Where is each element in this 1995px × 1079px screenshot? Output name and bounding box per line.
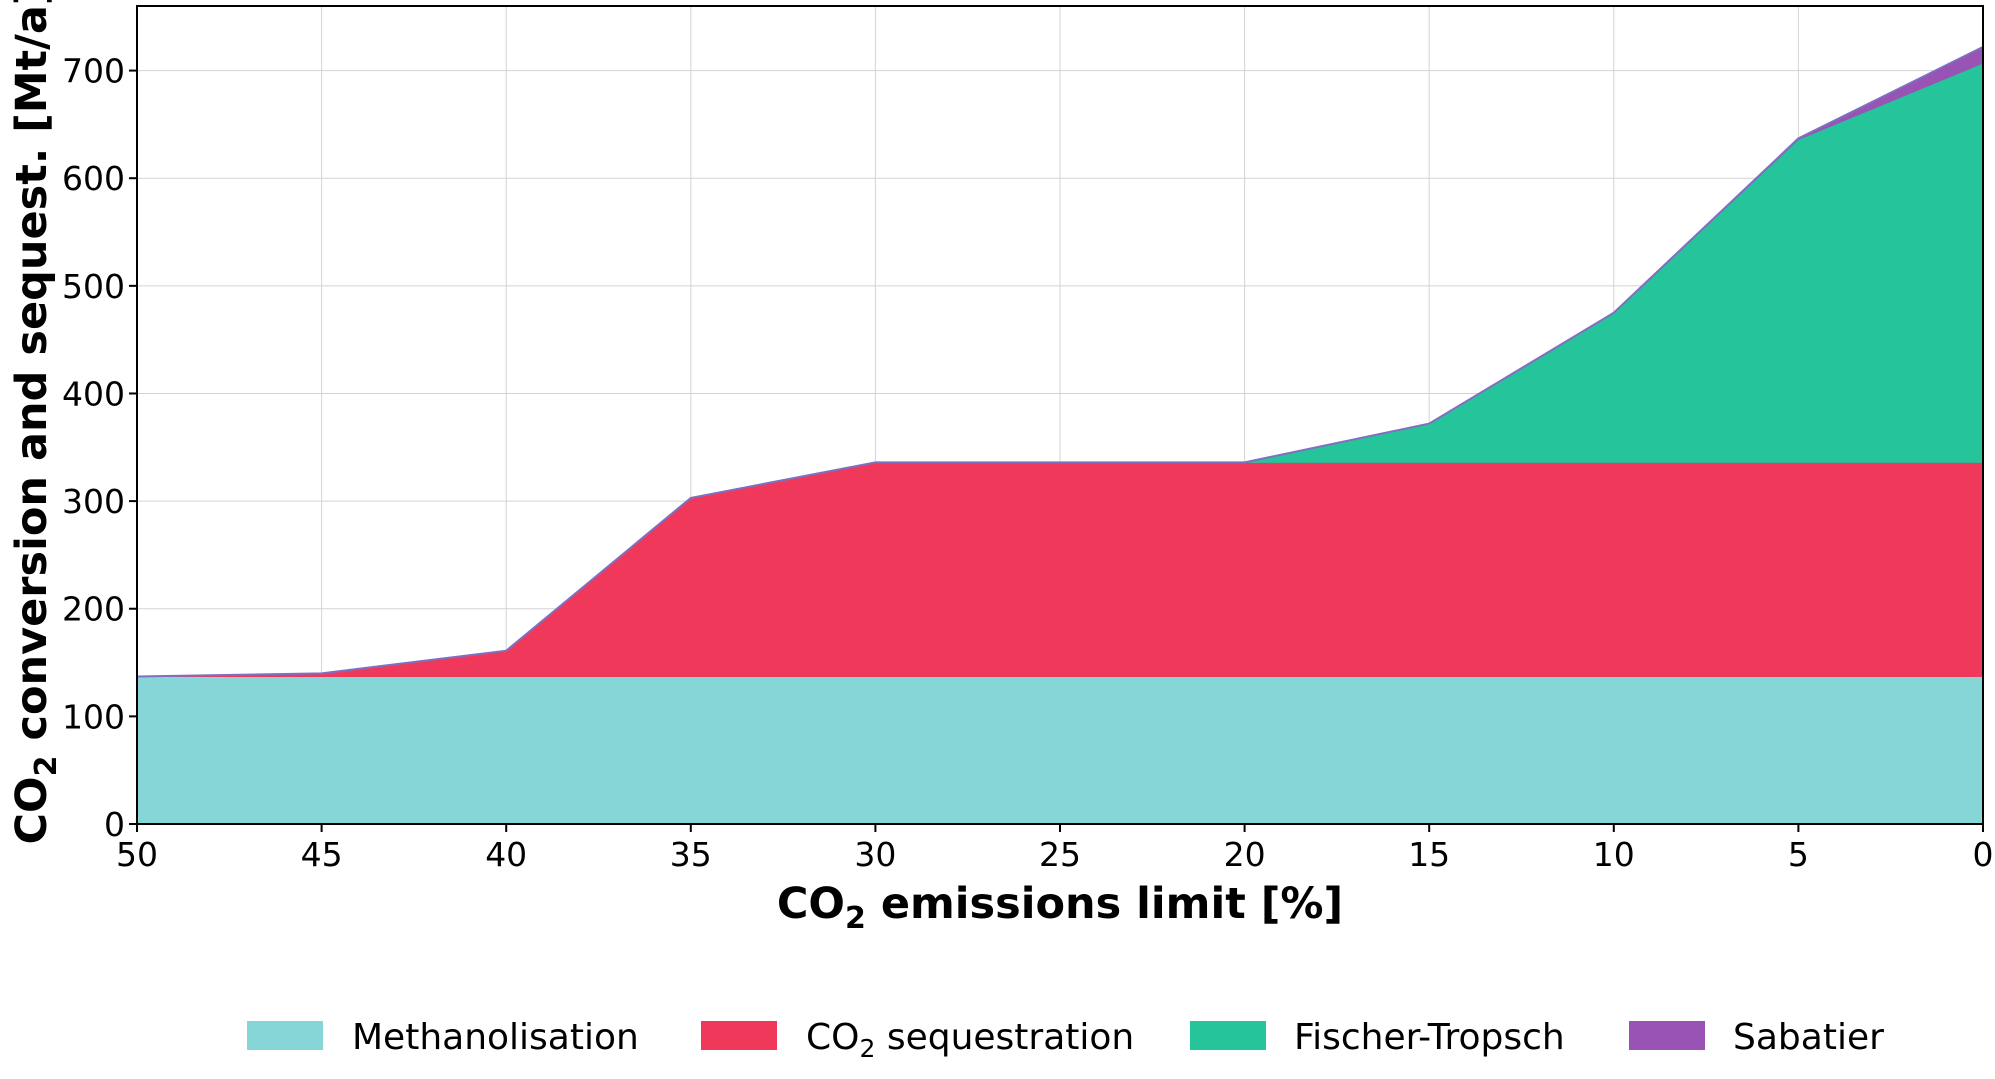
total-outline [136, 46, 1984, 678]
x-axis-title: CO2 emissions limit [%] [777, 879, 1343, 936]
x-tick-label-3: 35 [670, 835, 712, 874]
legend-label-co2-post: sequestration [875, 1017, 1134, 1058]
y-tick-label-7: 700 [62, 52, 125, 91]
x-tick-label-1: 45 [301, 835, 343, 874]
y-tick-label-3: 300 [62, 482, 125, 521]
legend-label-co2-sub: 2 [859, 1034, 875, 1063]
y-axis-ticks: 0 100 200 300 400 500 600 700 [62, 52, 137, 844]
legend-label-fischer-tropsch: Fischer-Tropsch [1294, 1017, 1565, 1058]
legend-label-fischer-tropsch-pre: Fischer-Tropsch [1294, 1017, 1565, 1058]
legend-label-methanolisation: Methanolisation [352, 1017, 639, 1058]
x-axis-title-sub: 2 [845, 901, 866, 936]
legend-label-co2-pre: CO [806, 1017, 859, 1058]
y-axis-title-post: conversion and sequest. [Mt/a] [7, 0, 57, 756]
y-axis-title-pre: CO [7, 776, 57, 844]
x-tick-label-4: 30 [854, 835, 896, 874]
x-axis-ticks: 50 45 40 35 30 25 20 15 10 5 0 [116, 824, 1994, 874]
x-axis-title-pre: CO [777, 879, 845, 929]
legend-label-sabatier-pre: Sabatier [1733, 1017, 1884, 1058]
legend: Methanolisation CO2 sequestration Fische… [247, 1017, 1884, 1063]
x-tick-label-10: 0 [1973, 835, 1994, 874]
x-tick-label-2: 40 [485, 835, 527, 874]
legend-label-methanolisation-pre: Methanolisation [352, 1017, 639, 1058]
y-tick-label-1: 100 [62, 697, 125, 736]
x-tick-label-6: 20 [1224, 835, 1266, 874]
x-tick-label-5: 25 [1039, 835, 1081, 874]
legend-item-methanolisation: Methanolisation [247, 1017, 639, 1058]
y-tick-label-4: 400 [62, 374, 125, 413]
y-axis-title-sub: 2 [29, 756, 64, 777]
x-tick-label-0: 50 [116, 835, 158, 874]
y-axis-title: CO2 conversion and sequest. [Mt/a] [7, 0, 64, 845]
legend-label-sabatier: Sabatier [1733, 1017, 1884, 1058]
x-axis-title-post: emissions limit [%] [866, 879, 1343, 929]
x-tick-label-7: 15 [1408, 835, 1450, 874]
y-tick-label-0: 0 [104, 805, 125, 844]
legend-item-sabatier: Sabatier [1629, 1017, 1884, 1058]
legend-label-co2-sequestration: CO2 sequestration [806, 1017, 1134, 1063]
area-series-0 [136, 676, 1984, 825]
y-tick-label-2: 200 [62, 590, 125, 629]
legend-swatch-sabatier [1629, 1021, 1705, 1050]
y-tick-label-6: 600 [62, 159, 125, 198]
legend-item-fischer-tropsch: Fischer-Tropsch [1190, 1017, 1565, 1058]
legend-swatch-fischer-tropsch [1190, 1021, 1266, 1050]
x-tick-label-8: 10 [1593, 835, 1635, 874]
y-tick-label-5: 500 [62, 267, 125, 306]
x-tick-label-9: 5 [1788, 835, 1809, 874]
legend-item-co2-sequestration: CO2 sequestration [701, 1017, 1134, 1063]
legend-swatch-co2-sequestration [701, 1021, 777, 1050]
legend-swatch-methanolisation [247, 1021, 323, 1050]
